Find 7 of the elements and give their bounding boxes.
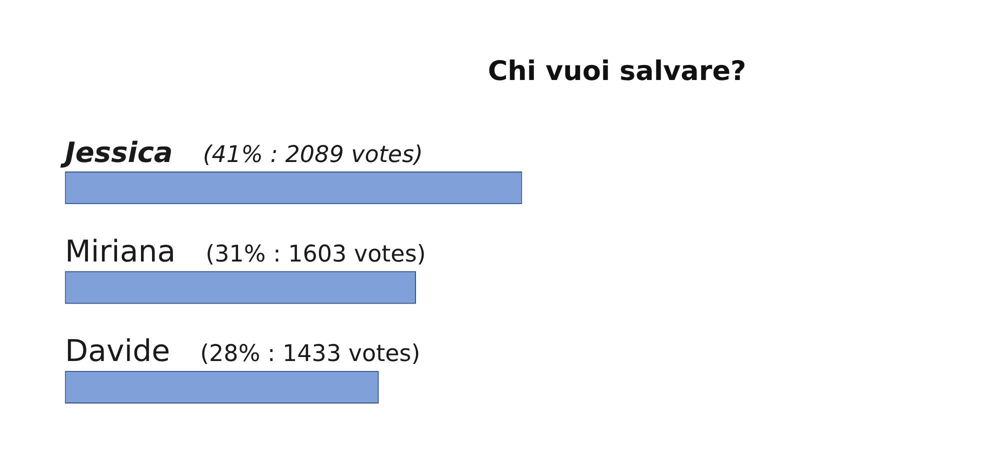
- data-label: (28% : 1433 votes): [200, 341, 420, 368]
- y-tick-label: Davide: [65, 334, 170, 370]
- text: Chi vuoi salvare?: [488, 55, 746, 89]
- data-label: (31% : 1603 votes): [206, 242, 426, 268]
- data-label: (41% : 2089 votes): [202, 142, 423, 168]
- y-tick-label: Miriana: [65, 234, 176, 270]
- y-tick-label: Jessica: [60, 136, 173, 169]
